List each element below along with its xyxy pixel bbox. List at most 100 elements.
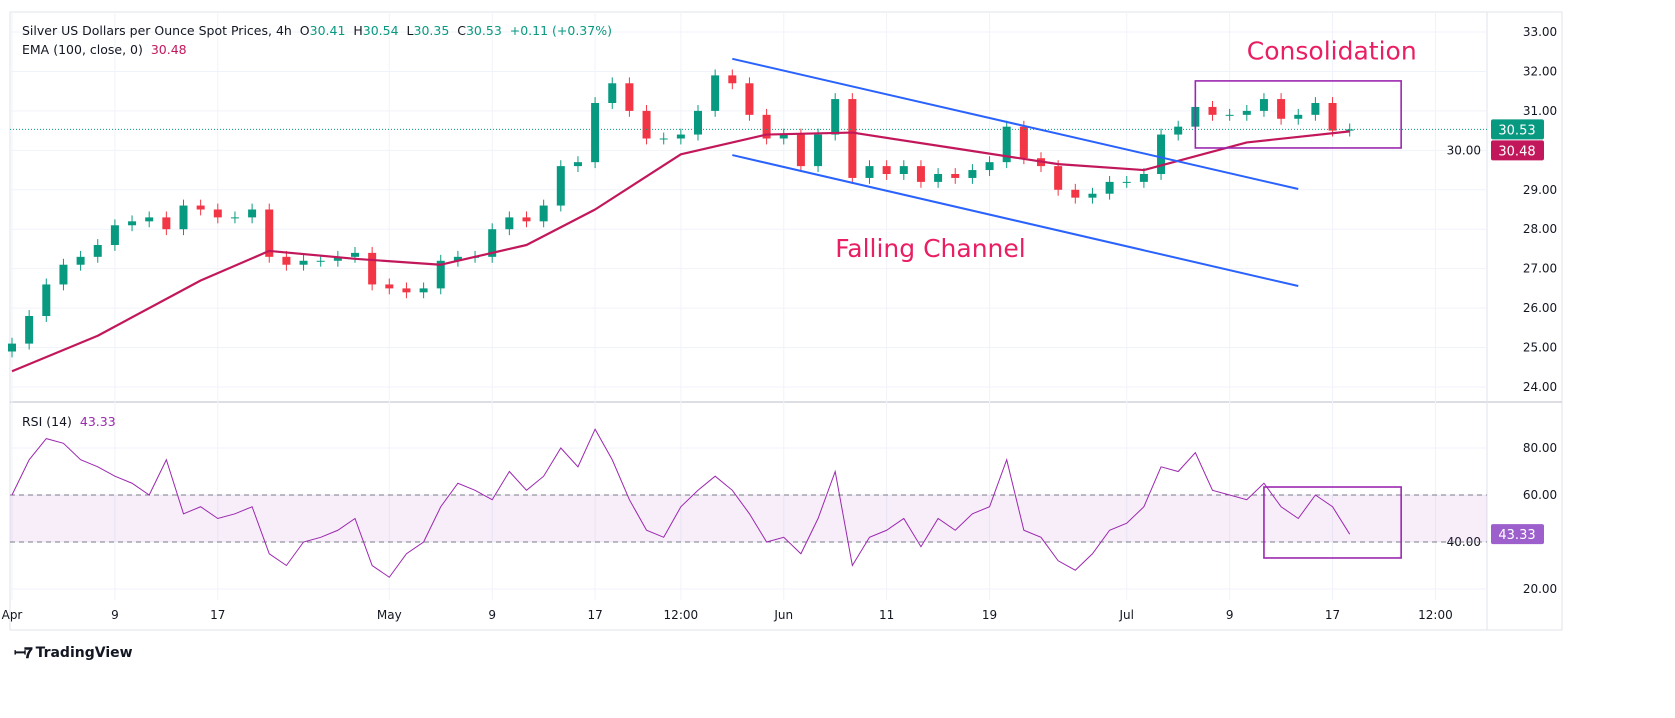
time-tick-label: 11 <box>879 608 894 622</box>
candle-body <box>1242 110 1251 115</box>
candle-body <box>762 114 771 139</box>
time-tick-label: 17 <box>210 608 225 622</box>
rsi-legend: RSI (14) 43.33 <box>22 414 116 429</box>
open-label: O <box>299 23 310 38</box>
change-value: +0.11 (+0.37%) <box>509 23 612 38</box>
candle-body <box>419 288 428 293</box>
price-tick-label: 33.00 <box>1523 25 1557 39</box>
candle-body <box>128 221 137 226</box>
consolidation-box <box>1194 80 1402 149</box>
candle-body <box>351 252 359 257</box>
candle-body <box>1157 134 1166 174</box>
candle-body <box>522 217 531 222</box>
candle-body <box>1139 174 1148 182</box>
candle-body <box>76 256 85 265</box>
close-value: 30.53 <box>465 23 502 38</box>
symbol-title: Silver US Dollars per Ounce Spot Prices,… <box>22 23 292 38</box>
candle-body <box>368 252 377 285</box>
rsi-tick-label: 80.00 <box>1523 441 1557 455</box>
last-price-badge <box>1491 119 1544 140</box>
time-tick-label: 19 <box>982 608 997 622</box>
candle-body <box>42 284 51 316</box>
time-tick-label: 17 <box>587 608 602 622</box>
candle-body <box>899 166 908 174</box>
candle-body <box>848 99 857 178</box>
candle-body <box>230 217 239 219</box>
candle-body <box>162 217 171 230</box>
candle-body <box>1002 126 1011 163</box>
candle-body <box>539 205 548 222</box>
annotation-text: Falling Channel <box>835 234 1026 263</box>
ema-badge <box>1491 140 1544 161</box>
candle-body <box>968 170 977 178</box>
candle-body <box>282 256 291 265</box>
price-tick-label: 24.00 <box>1523 380 1557 394</box>
candle-body <box>573 162 582 167</box>
candle-body <box>831 99 840 135</box>
price-tick-label: 25.00 <box>1523 341 1557 355</box>
time-tick-label: Apr <box>2 608 23 622</box>
candle-body <box>248 209 257 218</box>
candle-body <box>316 260 325 262</box>
candle-body <box>110 225 119 245</box>
candle-body <box>694 110 702 135</box>
channel-upper <box>732 57 1299 190</box>
candle-body <box>745 83 754 115</box>
candle-body <box>642 110 651 139</box>
rsi-box <box>1263 486 1402 559</box>
ema-legend: EMA (100, close, 0) 30.48 <box>22 42 187 57</box>
price-tick-label: 28.00 <box>1523 222 1557 236</box>
candle-body <box>1105 181 1114 194</box>
time-tick-label: Jun <box>773 608 793 622</box>
rsi-band <box>10 495 1487 542</box>
candle-body <box>796 134 805 167</box>
candle-body <box>1311 103 1320 115</box>
candle-body <box>676 134 685 139</box>
candle-body <box>145 217 154 222</box>
candle-body <box>556 166 565 206</box>
candle-body <box>25 316 34 344</box>
open-value: 30.41 <box>309 23 346 38</box>
ema-badge-text: 30.48 <box>1498 144 1535 159</box>
candle-body <box>453 256 462 261</box>
tradingview-logo-icon: ꟷ𝟕 <box>14 644 33 662</box>
high-label: H <box>353 23 363 38</box>
candle-body <box>488 229 497 257</box>
ema-line <box>11 130 1350 373</box>
time-tick-label: May <box>377 608 402 622</box>
time-tick-label: 12:00 <box>1418 608 1453 622</box>
candle-body <box>436 260 445 289</box>
candle-body <box>385 284 394 289</box>
candle-body <box>505 217 514 230</box>
time-tick-label: 9 <box>111 608 119 622</box>
candle-body <box>591 103 600 163</box>
price-tick-label: 27.00 <box>1523 262 1557 276</box>
candle-body <box>196 205 205 210</box>
candle-body <box>985 162 994 171</box>
candle-body <box>934 174 943 182</box>
price-tick-label: 32.00 <box>1523 64 1557 78</box>
candle-body <box>8 343 16 352</box>
candle-body <box>179 205 188 230</box>
candle-body <box>779 134 788 139</box>
close-label: C <box>457 23 466 38</box>
rsi-badge <box>1491 524 1544 545</box>
candle-body <box>1088 193 1097 198</box>
rsi-line <box>11 428 1351 578</box>
annotation-text: Consolidation <box>1247 37 1417 66</box>
price-tick-label: 31.00 <box>1523 104 1557 118</box>
time-tick-label: 9 <box>488 608 496 622</box>
candle-body <box>265 209 274 257</box>
rsi-badge-text: 43.33 <box>1498 528 1535 543</box>
tradingview-logo[interactable]: ꟷ𝟕 TradingView <box>14 643 133 663</box>
candle-body <box>814 134 823 167</box>
high-value: 30.54 <box>362 23 399 38</box>
rsi-tick-label: 20.00 <box>1523 582 1557 596</box>
candle-body <box>402 288 411 293</box>
candle-body <box>299 260 308 265</box>
candle-body <box>1328 103 1337 131</box>
candle-body <box>1071 189 1080 198</box>
rsi-tick-label: 60.00 <box>1523 488 1557 502</box>
